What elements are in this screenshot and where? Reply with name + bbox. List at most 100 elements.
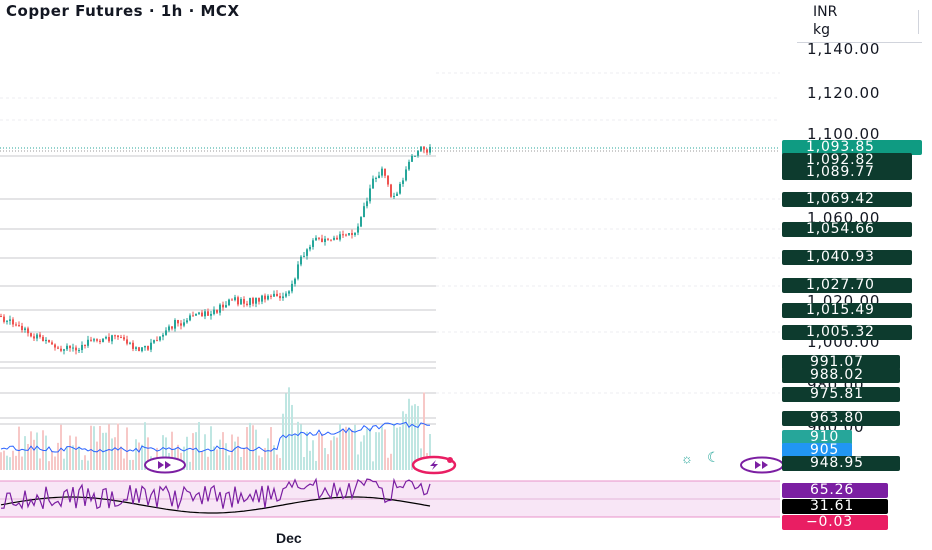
volume-bar xyxy=(39,458,41,470)
candle-body xyxy=(54,344,56,348)
price-level-label[interactable]: 1,015.49 xyxy=(782,303,912,318)
volume-bar xyxy=(354,424,356,470)
candle-body xyxy=(57,347,59,349)
candle-body xyxy=(309,246,311,250)
candle-body xyxy=(279,296,281,299)
volume-bar xyxy=(294,434,296,470)
volume-bar xyxy=(111,438,113,470)
volume-bar xyxy=(384,429,386,470)
candle-body xyxy=(168,326,170,331)
volume-bar xyxy=(183,446,185,470)
price-level-label[interactable]: 1,054.66 xyxy=(782,222,912,237)
candle-body xyxy=(243,299,245,304)
axis-header-divider xyxy=(797,42,922,43)
last-price-label[interactable]: 1,093.85 xyxy=(782,140,922,155)
volume-bar xyxy=(267,438,269,470)
price-level-label[interactable]: 1,040.93 xyxy=(782,250,912,265)
volume-bar xyxy=(237,436,239,470)
currency-label[interactable]: INR xyxy=(813,4,838,20)
candle-body xyxy=(30,333,32,337)
candle-body xyxy=(402,180,404,184)
candle-body xyxy=(270,295,272,297)
rsi-value-label[interactable]: 65.26 xyxy=(782,483,888,498)
price-level-label[interactable]: 948.95 xyxy=(782,456,900,471)
rsi-diff-label[interactable]: −0.03 xyxy=(782,515,888,530)
candle-body xyxy=(225,305,227,308)
candle-body xyxy=(45,339,47,342)
price-level-label[interactable]: 1,005.32 xyxy=(782,325,912,340)
candle-body xyxy=(378,175,380,178)
candle-body xyxy=(381,168,383,176)
volume-bar xyxy=(108,424,110,470)
price-level-label[interactable]: 1,092.82 xyxy=(782,153,912,168)
volume-bar xyxy=(285,393,287,470)
candle-body xyxy=(297,264,299,279)
volume-bar xyxy=(321,433,323,470)
candle-body xyxy=(96,339,98,341)
candlesticks[interactable] xyxy=(0,144,431,355)
fast-forward-icon[interactable] xyxy=(740,456,784,474)
volume-bar xyxy=(36,432,38,470)
price-level-label[interactable]: 1,069.42 xyxy=(782,192,912,207)
candle-body xyxy=(141,347,143,352)
volume-bar xyxy=(357,454,359,470)
rsi-ma-label[interactable]: 31.61 xyxy=(782,499,888,514)
volume-bar xyxy=(195,432,197,470)
volume-bar xyxy=(66,446,68,470)
candle-body xyxy=(222,304,224,308)
candle-body xyxy=(0,316,2,317)
volume-bar xyxy=(342,429,344,470)
volume-bar xyxy=(48,461,50,470)
candle-body xyxy=(165,330,167,335)
candle-body xyxy=(252,298,254,304)
volume-bar xyxy=(51,450,53,470)
candle-body xyxy=(213,309,215,314)
candle-body xyxy=(69,345,71,349)
candle-body xyxy=(39,334,41,337)
volume-bar xyxy=(189,461,191,470)
sun-icon[interactable]: ☼ xyxy=(681,451,693,466)
candle-body xyxy=(405,169,407,181)
volume-bar xyxy=(240,457,242,470)
price-level-label[interactable]: 1,089.77 xyxy=(782,165,912,180)
volume-bar xyxy=(204,434,206,470)
unit-label[interactable]: kg xyxy=(813,22,830,38)
candle-body xyxy=(21,325,23,331)
volume-label[interactable]: 910 xyxy=(782,430,852,445)
candle-body xyxy=(234,297,236,301)
lightning-icon[interactable] xyxy=(411,455,457,475)
moon-icon[interactable]: ☾ xyxy=(707,449,720,465)
candle-body xyxy=(339,234,341,240)
price-level-label[interactable]: 991.07 xyxy=(782,355,900,370)
candle-body xyxy=(360,217,362,227)
candle-body xyxy=(174,320,176,329)
fast-forward-icon[interactable] xyxy=(144,456,186,474)
volume-bar xyxy=(162,435,164,470)
symbol-title[interactable]: Copper Futures · 1h · MCX xyxy=(6,2,240,20)
price-level-label[interactable]: 988.02 xyxy=(782,368,900,383)
volume-bar xyxy=(360,441,362,470)
price-level-label[interactable]: 963.80 xyxy=(782,411,900,426)
price-level-label[interactable]: 975.81 xyxy=(782,387,900,402)
volume-bar xyxy=(396,427,398,470)
candle-body xyxy=(33,336,35,339)
volume-bar xyxy=(273,445,275,470)
candle-body xyxy=(126,339,128,344)
price-tick: 1,140.00 xyxy=(807,40,881,58)
volume-bar xyxy=(30,431,32,470)
candle-body xyxy=(411,155,413,162)
candle-body xyxy=(111,335,113,342)
candle-body xyxy=(219,304,221,313)
price-level-label[interactable]: 1,027.70 xyxy=(782,278,912,293)
volume-bar xyxy=(210,426,212,470)
volume-ma-label[interactable]: 905 xyxy=(782,443,852,458)
volume-bar xyxy=(330,440,332,470)
volume-bar xyxy=(60,424,62,470)
volume-bar xyxy=(324,448,326,470)
candle-body xyxy=(138,347,140,352)
candle-body xyxy=(387,175,389,185)
candle-body xyxy=(273,293,275,297)
volume-bar xyxy=(6,455,8,470)
